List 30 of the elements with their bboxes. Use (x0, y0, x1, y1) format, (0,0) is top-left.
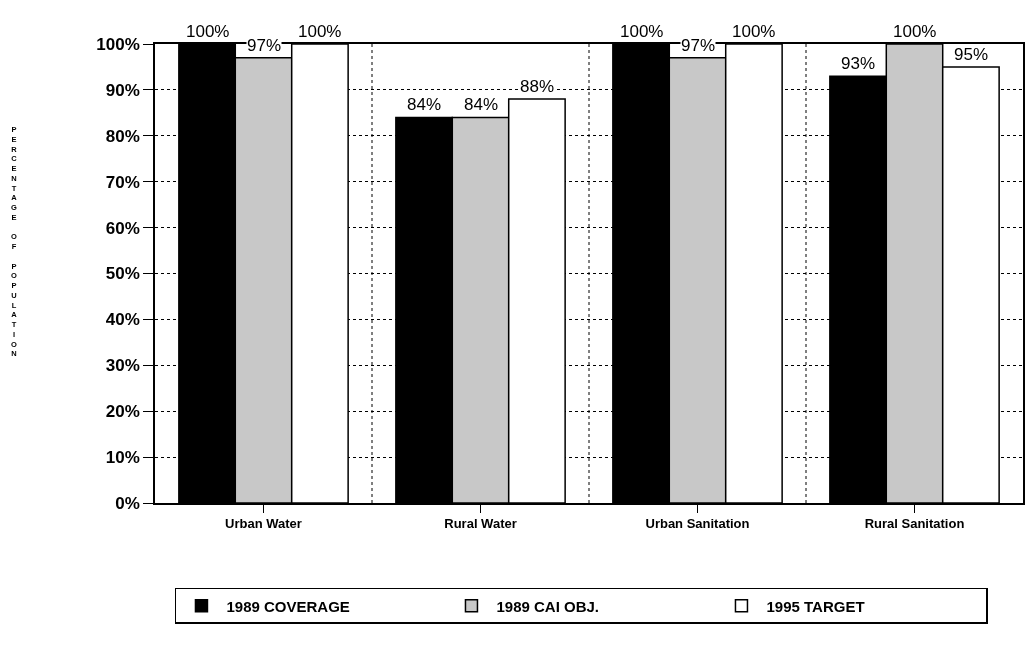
legend-label: 1989 COVERAGE (226, 597, 350, 615)
data-label: 88% (520, 77, 555, 96)
x-tick-label: Rural Water (444, 516, 517, 532)
data-label: 100% (893, 22, 937, 41)
data-label: 100% (620, 22, 664, 41)
y-tick-label: 50% (105, 264, 140, 284)
data-label: 97% (247, 36, 282, 55)
data-label: 100% (732, 22, 776, 41)
data-label: 95% (954, 45, 989, 64)
y-tick-label: 40% (105, 310, 140, 330)
data-label: 100% (298, 22, 342, 41)
data-label: 84% (464, 95, 499, 114)
y-tick-label: 30% (105, 356, 140, 376)
legend-label: 1995 TARGET (766, 597, 865, 615)
y-tick-label: 70% (105, 172, 140, 192)
y-tick-label: 0% (115, 493, 140, 513)
data-label: 100% (186, 22, 230, 41)
y-tick-label: 10% (105, 448, 140, 468)
x-tick-label: Rural Sanitation (864, 516, 965, 532)
y-tick-label: 20% (105, 402, 140, 422)
data-label: 97% (681, 36, 716, 55)
data-label: 84% (407, 95, 442, 114)
y-tick-label: 60% (105, 218, 140, 238)
legend-label: 1989 CAI OBJ. (496, 597, 600, 615)
x-tick-label: Urban Sanitation (645, 516, 750, 532)
y-tick-label: 100% (96, 34, 140, 54)
y-tick-label: 90% (105, 80, 140, 100)
x-tick-label: Urban Water (225, 516, 302, 532)
data-label: 93% (841, 54, 876, 73)
y-tick-label: 80% (105, 126, 140, 146)
